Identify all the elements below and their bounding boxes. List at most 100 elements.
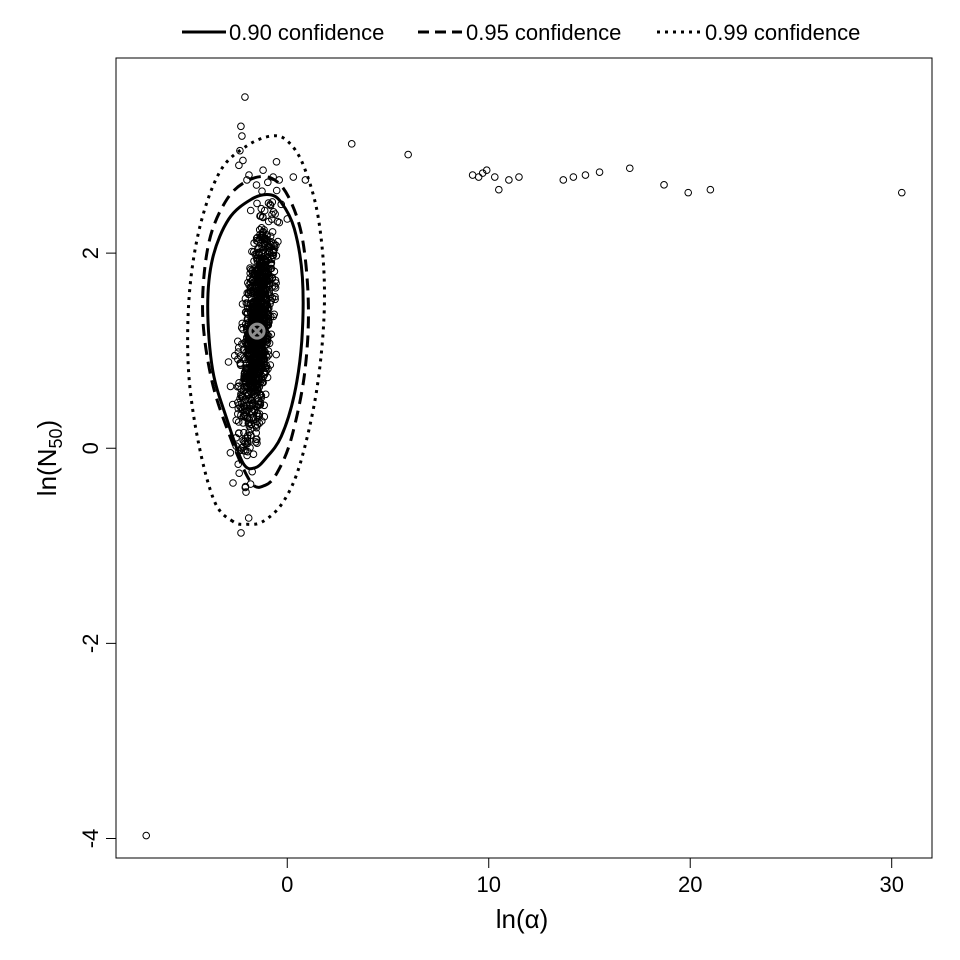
bootstrap-point [239, 446, 248, 455]
bootstrap-point [253, 402, 262, 411]
bootstrap-point [253, 439, 261, 448]
scatter-point [245, 171, 253, 179]
bootstrap-point [236, 394, 244, 403]
bootstrap-point [274, 237, 282, 246]
bootstrap-point [245, 401, 254, 410]
bootstrap-point [244, 372, 253, 380]
bootstrap-point [260, 412, 269, 421]
scatter-point [559, 176, 568, 184]
point-estimate [248, 322, 266, 340]
bootstrap-point [271, 293, 279, 301]
bootstrap-point [262, 286, 270, 294]
scatter-point [660, 181, 668, 189]
bootstrap-point [247, 431, 255, 440]
bootstrap-point [272, 241, 280, 250]
bootstrap-point [264, 178, 272, 187]
scatter-point [238, 132, 246, 140]
y-tick-label: 2 [78, 247, 103, 259]
bootstrap-point [229, 479, 237, 487]
bootstrap-point [235, 469, 243, 478]
scatter-point [243, 176, 251, 184]
bootstrap-point [263, 300, 272, 309]
bootstrap-point [235, 429, 243, 438]
bootstrap-point [268, 282, 277, 290]
bootstrap-point [251, 277, 260, 286]
legend: 0.90 confidence 0.95 confidence 0.99 con… [182, 20, 860, 45]
scatter-point [289, 173, 298, 181]
scatter-point [404, 150, 412, 159]
bootstrap-point [241, 355, 250, 364]
bootstrap-point [250, 383, 259, 392]
bootstrap-point [242, 401, 250, 410]
bootstrap-point [228, 400, 237, 409]
bootstrap-point [264, 314, 273, 323]
bootstrap-point [246, 480, 255, 488]
x-tick-label: 10 [476, 872, 500, 897]
bootstrap-point [257, 311, 266, 319]
bootstrap-point [256, 390, 265, 399]
bootstrap-point [257, 303, 265, 311]
bootstrap-point [268, 228, 277, 236]
bootstrap-point [249, 345, 258, 354]
estimate-circle [248, 322, 266, 340]
bootstrap-point [234, 410, 242, 418]
scatter-point [595, 168, 604, 176]
bootstrap-point [245, 415, 254, 424]
scatter-point [347, 140, 356, 148]
bootstrap-point [241, 320, 250, 329]
bootstrap-point [224, 358, 233, 366]
bootstrap-point [259, 279, 268, 287]
scatter-point [239, 156, 247, 165]
bootstrap-cloud [224, 158, 284, 537]
bootstrap-point [245, 419, 253, 427]
scatter-point [581, 171, 590, 179]
bootstrap-point [268, 198, 277, 206]
bootstrap-point [244, 431, 252, 440]
scatter-point [301, 176, 310, 184]
bootstrap-point [255, 261, 264, 270]
bootstrap-point [260, 354, 269, 363]
bootstrap-point [252, 435, 260, 444]
bootstrap-point [247, 389, 256, 397]
bootstrap-point [269, 208, 278, 216]
scatter-point [490, 173, 499, 181]
bootstrap-point [272, 158, 281, 166]
scatter-point [569, 173, 578, 181]
bootstrap-point [256, 299, 265, 308]
bootstrap-point [268, 273, 277, 282]
bootstrap-point [263, 277, 271, 286]
bootstrap-point [238, 340, 246, 348]
y-axis-title: ln(N50) [32, 420, 66, 496]
bootstrap-point [246, 283, 255, 292]
confidence-regions [186, 134, 327, 526]
bootstrap-point [241, 439, 250, 448]
bootstrap-point [241, 483, 250, 492]
scatter-point [259, 166, 267, 174]
scatter-point [283, 215, 292, 223]
bootstrap-point [250, 239, 258, 247]
confidence-region-dashed [201, 174, 310, 489]
legend-label-095: 0.95 confidence [466, 20, 621, 45]
scatter-point [235, 161, 243, 170]
bootstrap-point [250, 270, 259, 279]
bootstrap-point [257, 224, 266, 232]
bootstrap-point [226, 382, 235, 391]
bootstrap-point [264, 199, 273, 207]
bootstrap-point [237, 400, 246, 408]
x-tick-label: 0 [281, 872, 293, 897]
scatter-point [236, 146, 244, 155]
bootstrap-point [234, 337, 242, 346]
x-axis: 0 10 20 30 [281, 857, 904, 897]
bootstrap-point [266, 200, 275, 209]
y-tick-label: -4 [78, 829, 103, 849]
bootstrap-point [255, 419, 264, 428]
scatter-point [241, 93, 249, 101]
bootstrap-point [249, 367, 258, 376]
bootstrap-point [249, 362, 257, 370]
bootstrap-point [241, 308, 250, 317]
bootstrap-point [238, 319, 247, 328]
bootstrap-point [270, 282, 279, 290]
bootstrap-point [242, 382, 251, 391]
bootstrap-point [234, 460, 242, 469]
